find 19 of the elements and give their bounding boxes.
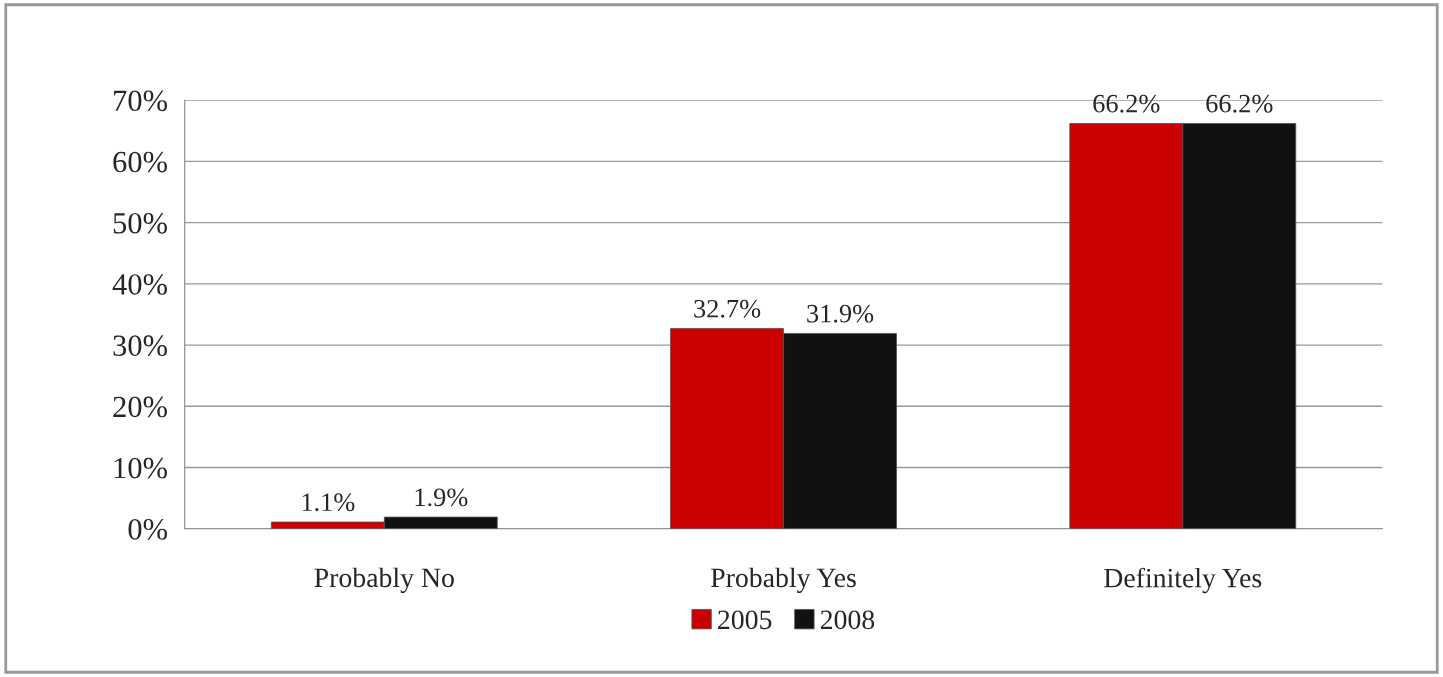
data-label: 31.9%: [807, 304, 874, 323]
y-tick-label: 30%: [113, 335, 167, 357]
y-tick-label: 20%: [113, 396, 167, 418]
x-tick-label: Probably Yes: [711, 567, 856, 593]
data-label: 66.2%: [1206, 94, 1273, 113]
data-label: 32.7%: [694, 299, 761, 318]
y-tick-label: 0%: [128, 519, 167, 540]
legend-label: 2008: [820, 610, 875, 630]
x-tick-label: Definitely Yes: [1104, 567, 1262, 594]
data-label: 66.2%: [1093, 94, 1160, 113]
y-tick-label: 10%: [114, 457, 167, 479]
y-tick-label: 40%: [112, 274, 167, 295]
data-label: 1.1%: [302, 493, 355, 512]
y-tick-label: 50%: [113, 212, 167, 234]
legend-label: 2005: [718, 610, 772, 630]
x-tick-label: Probably No: [314, 567, 454, 593]
y-tick-label: 70%: [114, 90, 167, 112]
y-tick-label: 60%: [113, 151, 167, 173]
data-label: 1.9%: [415, 488, 468, 507]
